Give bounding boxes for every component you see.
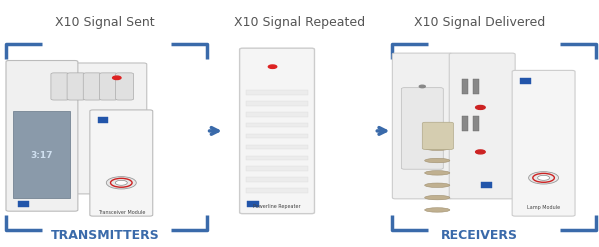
FancyBboxPatch shape	[401, 88, 443, 169]
Text: X10 Signal Repeated: X10 Signal Repeated	[234, 16, 365, 29]
Bar	[473, 79, 479, 94]
Bar	[246, 156, 308, 160]
Text: RECEIVERS: RECEIVERS	[441, 229, 518, 242]
Bar	[246, 134, 308, 138]
Ellipse shape	[425, 183, 450, 187]
FancyBboxPatch shape	[512, 70, 575, 216]
Bar	[98, 117, 108, 124]
Text: TRANSMITTERS: TRANSMITTERS	[50, 229, 159, 242]
Bar	[246, 177, 308, 182]
Bar	[246, 188, 308, 193]
Bar	[123, 173, 135, 180]
Bar	[473, 116, 479, 131]
Circle shape	[476, 150, 485, 154]
Bar	[481, 182, 492, 188]
Bar	[246, 112, 308, 117]
Ellipse shape	[425, 146, 450, 150]
FancyBboxPatch shape	[90, 110, 153, 216]
Ellipse shape	[425, 208, 450, 212]
FancyBboxPatch shape	[392, 53, 452, 199]
Bar	[18, 201, 29, 207]
Circle shape	[268, 65, 277, 68]
Ellipse shape	[425, 158, 450, 163]
Bar	[246, 90, 308, 95]
FancyBboxPatch shape	[6, 61, 78, 211]
Circle shape	[476, 105, 485, 109]
Circle shape	[113, 76, 121, 80]
Circle shape	[115, 180, 128, 185]
Text: X10 Signal Delivered: X10 Signal Delivered	[413, 16, 545, 29]
Bar	[246, 145, 308, 149]
Circle shape	[107, 177, 137, 189]
Bar	[247, 201, 259, 207]
Circle shape	[538, 175, 550, 180]
Bar	[462, 116, 468, 131]
Circle shape	[419, 85, 425, 88]
Bar	[462, 79, 468, 94]
Text: Transceiver Module: Transceiver Module	[98, 210, 145, 215]
Ellipse shape	[425, 195, 450, 200]
Bar	[520, 78, 531, 84]
Text: 3:17: 3:17	[30, 151, 53, 160]
FancyBboxPatch shape	[67, 73, 85, 100]
FancyBboxPatch shape	[99, 73, 117, 100]
FancyBboxPatch shape	[51, 73, 69, 100]
Bar	[13, 111, 70, 198]
FancyBboxPatch shape	[36, 63, 147, 194]
Bar	[246, 123, 308, 127]
Bar	[246, 101, 308, 106]
Text: Powerline Repeater: Powerline Repeater	[253, 204, 301, 209]
FancyBboxPatch shape	[240, 48, 314, 214]
FancyBboxPatch shape	[422, 122, 453, 149]
FancyBboxPatch shape	[83, 73, 101, 100]
Ellipse shape	[425, 171, 450, 175]
Bar	[246, 166, 308, 171]
Text: Lamp Module: Lamp Module	[527, 205, 560, 210]
FancyBboxPatch shape	[116, 73, 134, 100]
Text: X10 Signal Sent: X10 Signal Sent	[55, 16, 155, 29]
FancyBboxPatch shape	[449, 53, 515, 199]
Circle shape	[528, 172, 558, 184]
